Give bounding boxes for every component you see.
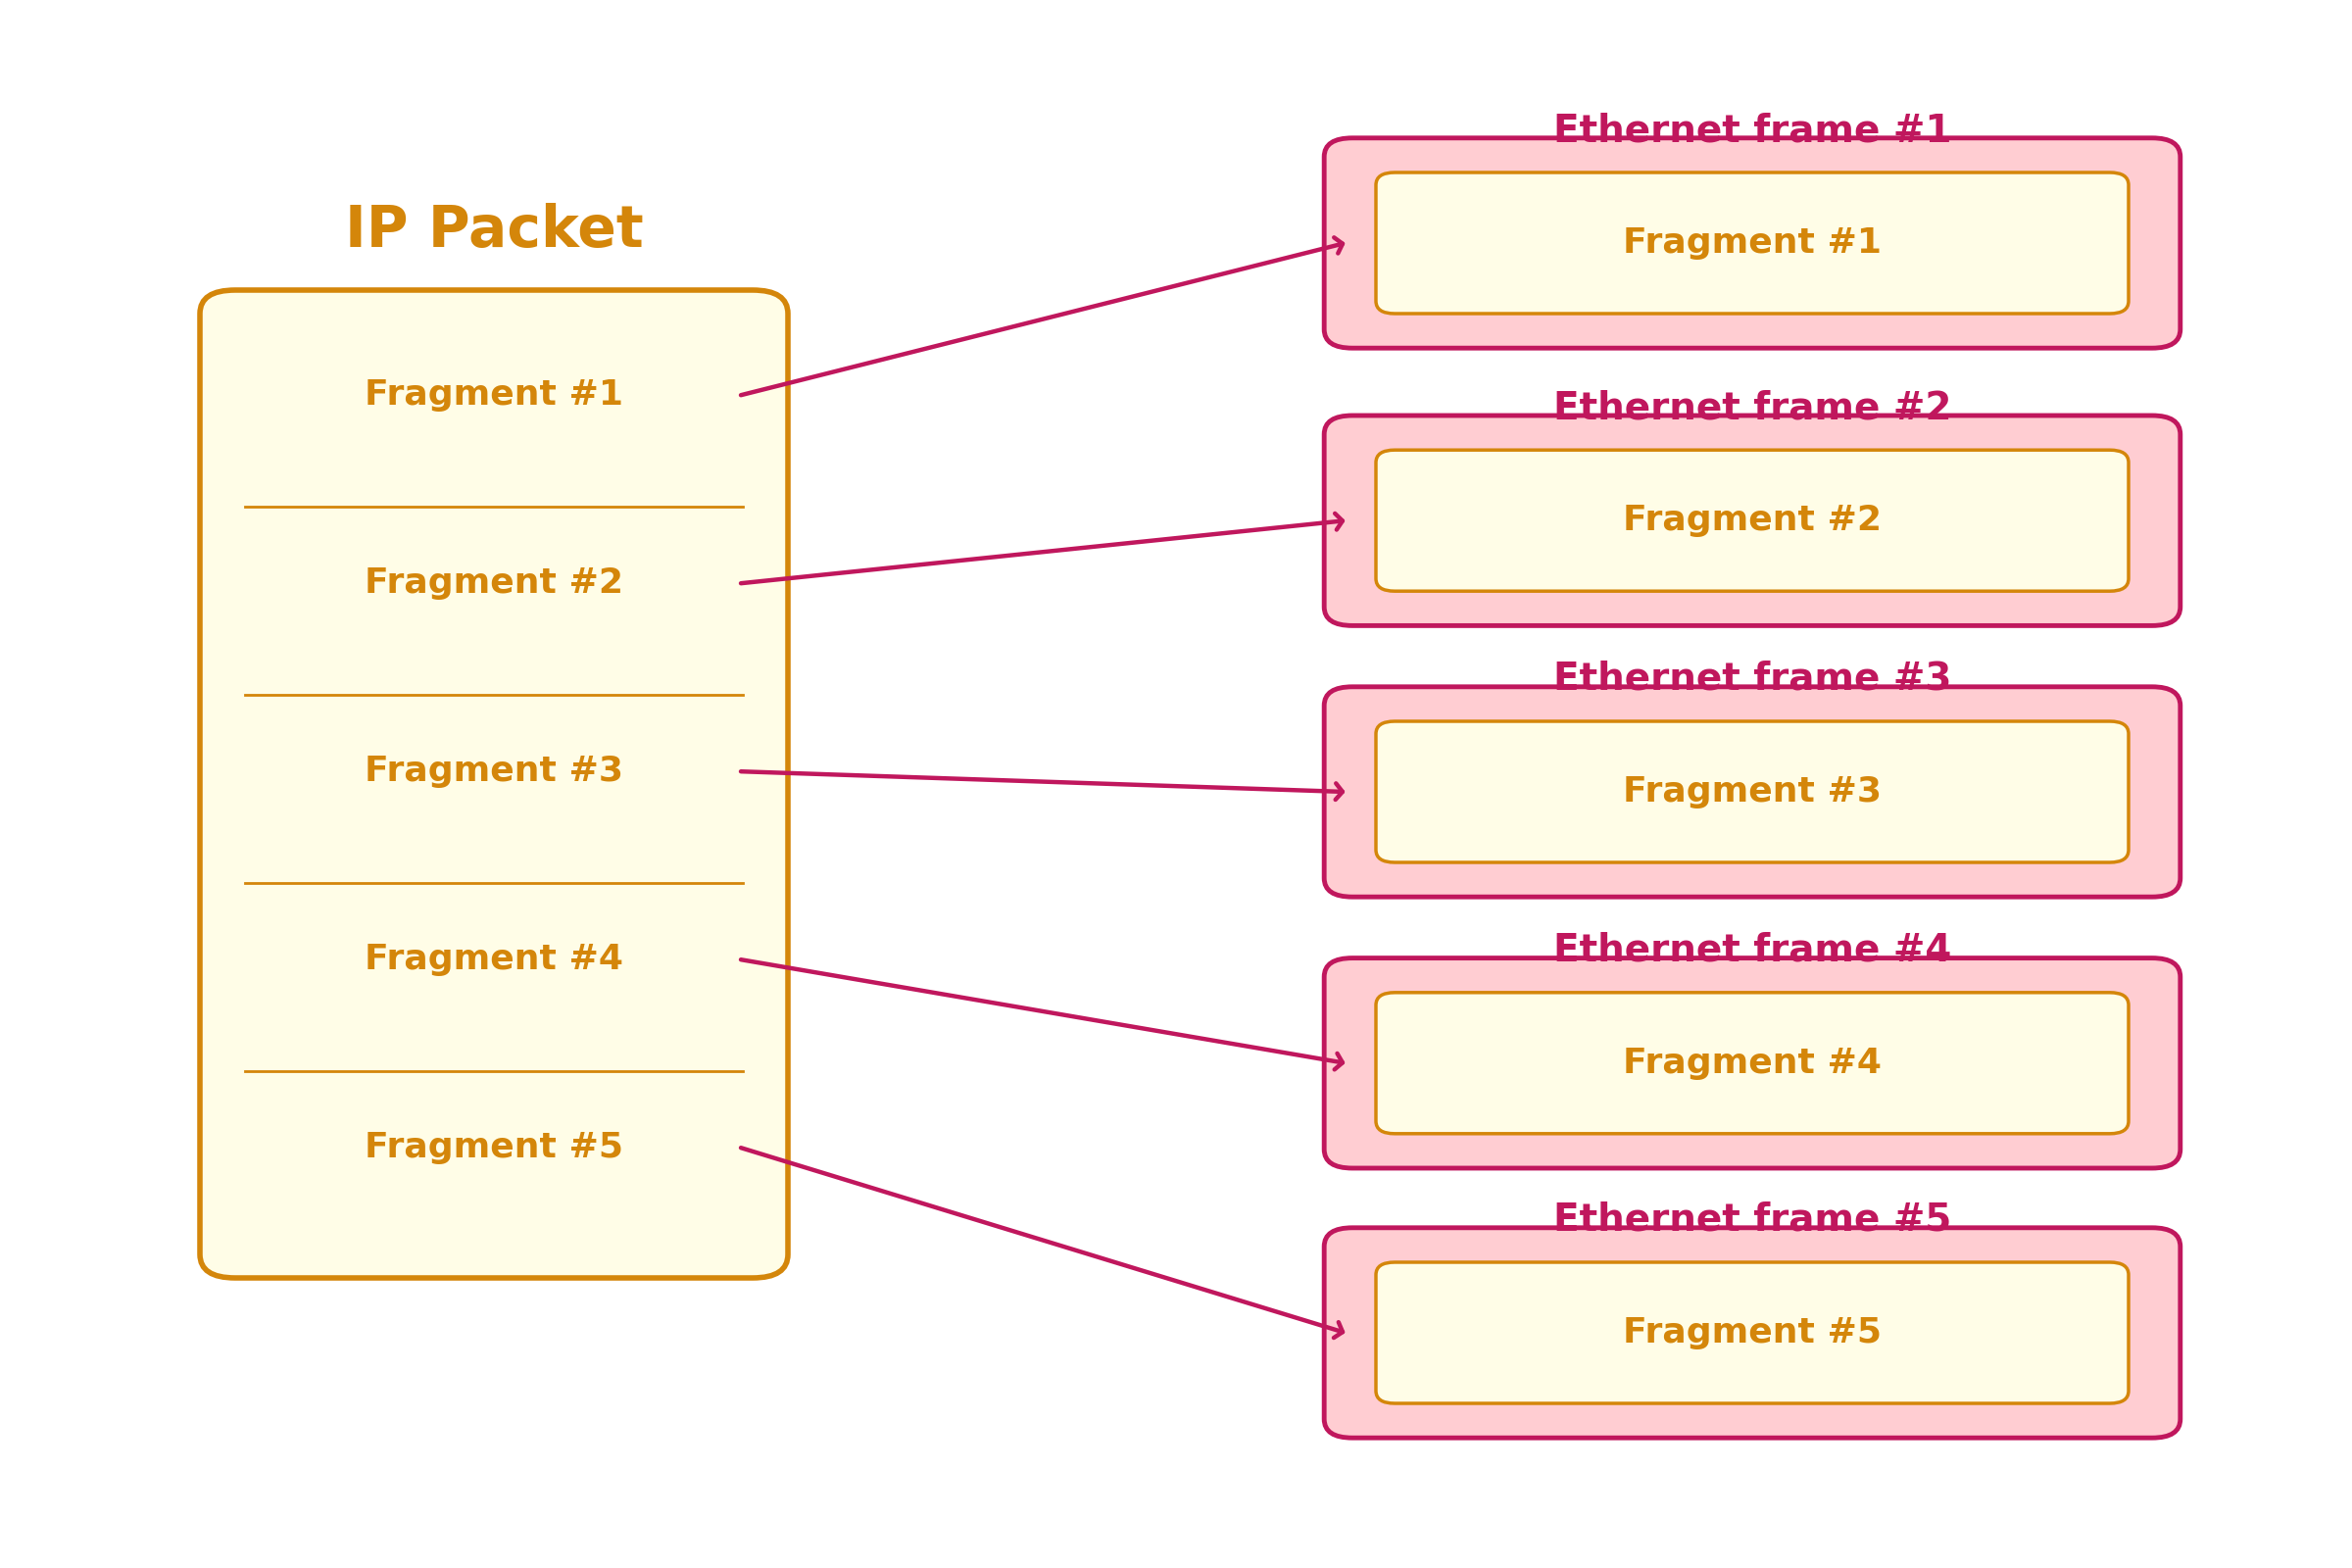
- FancyBboxPatch shape: [1324, 1228, 2180, 1438]
- FancyBboxPatch shape: [1324, 958, 2180, 1168]
- FancyBboxPatch shape: [1376, 993, 2129, 1134]
- FancyBboxPatch shape: [200, 290, 788, 1278]
- FancyBboxPatch shape: [1324, 138, 2180, 348]
- Text: IP Packet: IP Packet: [346, 202, 642, 259]
- Text: Ethernet frame #1: Ethernet frame #1: [1552, 111, 1952, 149]
- FancyBboxPatch shape: [1376, 721, 2129, 862]
- FancyBboxPatch shape: [1376, 450, 2129, 591]
- Text: Fragment #4: Fragment #4: [365, 942, 623, 977]
- Text: Ethernet frame #4: Ethernet frame #4: [1552, 931, 1952, 969]
- Text: Ethernet frame #5: Ethernet frame #5: [1552, 1201, 1952, 1239]
- FancyBboxPatch shape: [1324, 687, 2180, 897]
- Text: Fragment #3: Fragment #3: [1623, 775, 1882, 809]
- Text: Fragment #5: Fragment #5: [1623, 1316, 1882, 1350]
- Text: Ethernet frame #3: Ethernet frame #3: [1552, 660, 1952, 698]
- Text: Fragment #1: Fragment #1: [365, 378, 623, 412]
- FancyBboxPatch shape: [1376, 172, 2129, 314]
- Text: Fragment #3: Fragment #3: [365, 754, 623, 789]
- Text: Fragment #1: Fragment #1: [1623, 226, 1882, 260]
- Text: Fragment #2: Fragment #2: [1623, 503, 1882, 538]
- Text: Ethernet frame #2: Ethernet frame #2: [1552, 389, 1952, 426]
- FancyBboxPatch shape: [1324, 416, 2180, 626]
- FancyBboxPatch shape: [1376, 1262, 2129, 1403]
- Text: Fragment #4: Fragment #4: [1623, 1046, 1882, 1080]
- Text: Fragment #2: Fragment #2: [365, 566, 623, 601]
- Text: Fragment #5: Fragment #5: [365, 1131, 623, 1165]
